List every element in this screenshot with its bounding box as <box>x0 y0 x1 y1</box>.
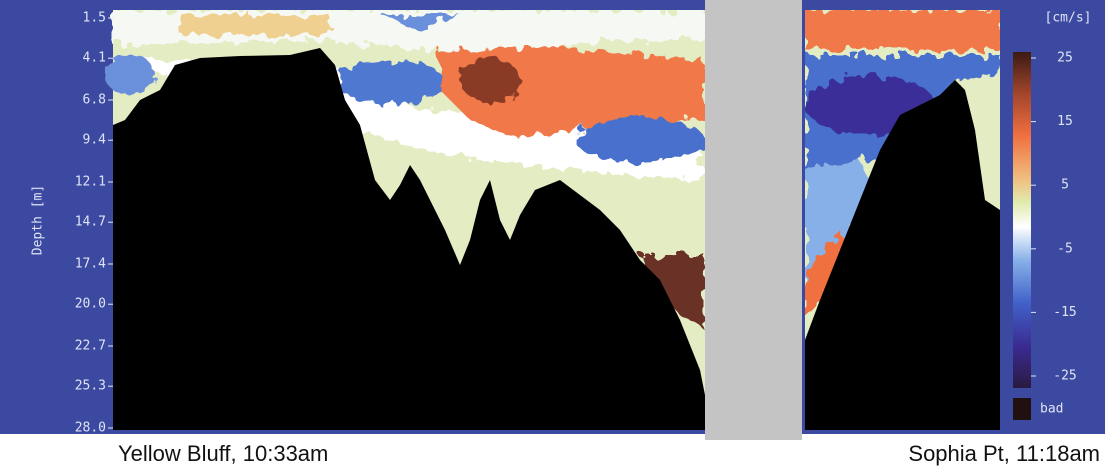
bad-label: bad <box>1040 402 1063 417</box>
y-tick-label: 28.0 <box>75 421 106 436</box>
caption: Sophia Pt, 11:18am <box>908 441 1100 466</box>
y-tick-label: 17.4 <box>75 257 106 272</box>
colorbar-tick-label: 5 <box>1061 178 1069 193</box>
y-tick-label: 14.7 <box>75 215 106 230</box>
y-tick-label: 12.1 <box>75 175 106 190</box>
bad-swatch <box>1013 398 1031 420</box>
y-tick-label: 4.1 <box>83 51 106 66</box>
colorbar-tick-label: -15 <box>1053 305 1076 320</box>
y-tick-label: 25.3 <box>75 379 106 394</box>
screenshot: Depth [m] bad [cm/s] Y <box>0 0 1109 470</box>
axis-label: Depth [m] <box>31 185 46 255</box>
y-tick-label: 6.8 <box>83 93 106 108</box>
y-tick-label: 20.0 <box>75 297 106 312</box>
caption: Yellow Bluff, 10:33am <box>118 441 328 466</box>
colorbar <box>1013 52 1031 388</box>
gap <box>705 0 802 440</box>
unit-label: [cm/s] <box>1045 11 1092 26</box>
colorbar-tick-label: 15 <box>1057 114 1073 129</box>
y-tick-label: 9.4 <box>83 133 107 148</box>
colorbar-tick-label: 25 <box>1057 51 1073 66</box>
page: {"axis_label": "Depth [m]", "depth_ticks… <box>0 0 1109 475</box>
right-profile <box>805 10 1000 430</box>
colorbar-tick-label: -5 <box>1057 241 1073 256</box>
y-tick-label: 22.7 <box>75 339 106 354</box>
y-tick-label: 1.5 <box>83 11 106 26</box>
colorbar-tick-label: -25 <box>1053 369 1076 384</box>
left-profile <box>105 10 705 430</box>
